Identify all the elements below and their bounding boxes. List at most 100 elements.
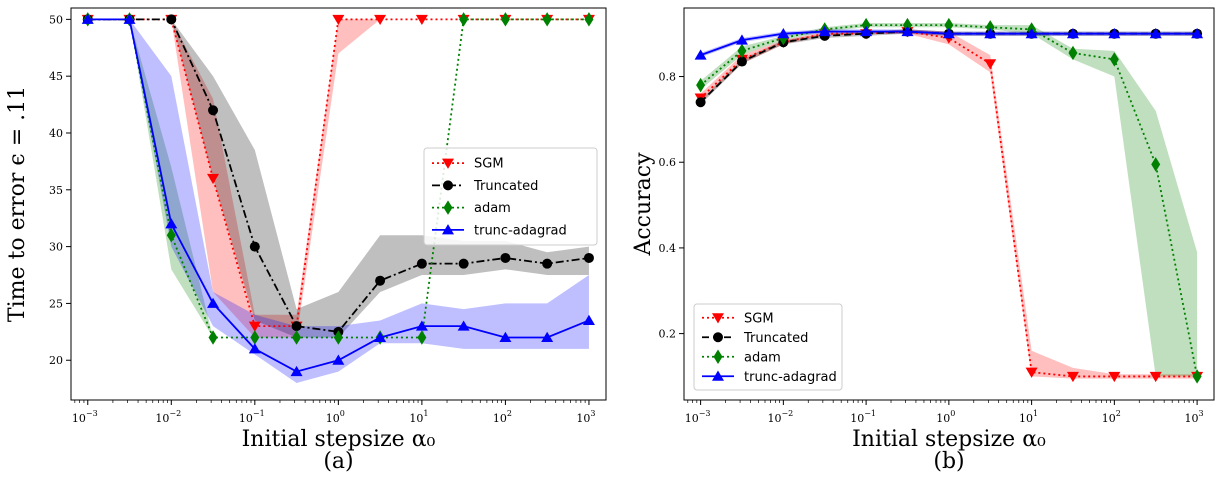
x-tick-label: 10−2 [767,409,793,425]
data-point [541,331,554,343]
x-axis: 10−3 10−2 10−1 100 101 102 103 [72,400,595,425]
band-adam [87,19,589,338]
x-tick-label: 101 [1019,409,1038,425]
data-point [248,321,261,332]
data-point [290,365,303,377]
data-point [861,17,871,33]
data-point [500,252,511,263]
data-point [458,258,469,269]
band-trunc-adagrad [87,19,589,383]
legend-label: trunc-adagrad [744,370,837,385]
data-point [416,258,427,269]
x-tick-label: 100 [326,409,345,425]
legend: SGM Truncated adam trunc-adagrad [693,303,843,391]
legend-label: adam [744,350,781,365]
data-point [542,12,552,27]
data-point [415,14,428,26]
x-tick-label: 103 [1185,409,1204,425]
y-tick-label: 50 [49,13,63,26]
legend-label: Truncated [743,331,808,346]
y-tick-label: 0.2 [659,328,677,341]
data-point [1192,369,1202,384]
legend-label: Truncated [473,179,538,194]
data-point [902,17,912,33]
x-axis-title: Initial stepsize α₀ [852,427,1046,452]
legend-marker [442,224,454,235]
legend-label: trunc-adagrad [474,223,567,238]
data-point [1191,28,1204,39]
data-point [901,25,914,37]
legend: SGM Truncated adam trunc-adagrad [423,147,598,246]
data-point [123,13,136,24]
data-point [292,330,302,345]
data-point [499,331,512,343]
data-point [984,28,997,39]
data-point [1109,52,1119,67]
data-point [1025,367,1038,378]
y-axis-title: Time to error ϵ = .11 [5,86,30,322]
data-point [417,330,427,345]
legend-marker [443,180,453,191]
legend-box [423,147,598,246]
data-point [1066,28,1079,39]
y-tick-label: 20 [49,354,63,367]
data-point [735,34,748,45]
legend-box [693,303,843,391]
series-adam [696,17,1202,384]
data-point [81,13,94,24]
data-point [333,330,343,345]
data-point [1066,371,1079,383]
y-tick-label: 0.6 [659,156,677,169]
y-tick-label: 35 [49,184,63,197]
data-point [1151,157,1161,172]
data-point [415,320,428,331]
panel-caption: (a) [323,449,353,474]
legend-marker [713,332,723,343]
y-axis: 20 25 30 35 40 45 50 [49,13,71,367]
legend-item: SGM [702,311,774,326]
data-point [584,12,594,27]
data-point [1108,371,1121,383]
data-point [818,25,831,37]
data-point [459,12,469,27]
data-point [332,354,345,365]
data-point [542,258,553,269]
x-axis-title: Initial stepsize α₀ [242,427,436,452]
band-truncated [87,19,589,338]
legend-marker [442,158,454,169]
x-tick-label: 100 [936,409,955,425]
legend-item: trunc-adagrad [432,223,567,238]
data-point [736,56,747,67]
series-trunc-adagrad [81,13,595,377]
data-point [582,314,595,325]
data-point [1108,28,1121,39]
legend-item: trunc-adagrad [702,370,837,385]
data-point [737,43,747,59]
data-point [207,173,220,185]
panel-caption: (b) [933,449,964,474]
legend-item: adam [432,200,511,216]
y-tick-label: 45 [49,70,63,83]
data-point [374,14,387,26]
data-point [1149,371,1162,383]
y-tick-label: 0.4 [659,242,677,255]
x-tick-label: 10−1 [850,409,876,425]
x-tick-label: 102 [493,409,512,425]
x-tick-label: 10−1 [239,409,265,425]
data-point [696,77,706,93]
legend-label: SGM [474,157,504,172]
series-trunc-adagrad [694,25,1204,60]
legend-label: SGM [744,311,774,326]
legend-item: Truncated [432,179,538,194]
data-point [332,14,345,26]
y-tick-label: 0.8 [659,71,677,84]
y-tick-label: 40 [49,127,63,140]
data-point [249,241,260,252]
data-point [777,28,790,39]
legend-item: Truncated [702,331,808,346]
data-point [374,331,387,343]
y-tick-label: 30 [49,241,63,254]
plot-area [81,12,595,383]
data-point [1025,28,1038,39]
